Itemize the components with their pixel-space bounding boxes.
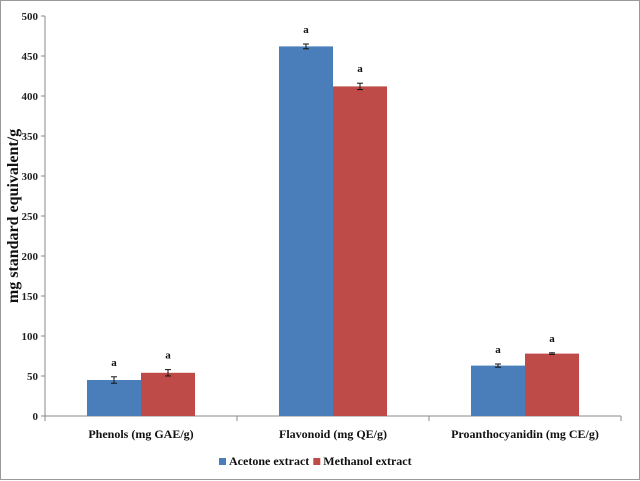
significance-label: a xyxy=(495,344,501,356)
y-axis-label: mg standard equivalent/g xyxy=(5,129,22,303)
y-axis: 0 50 100 150 200 250 300 350 400 450 500 xyxy=(22,11,46,423)
y-tick-label: 0 xyxy=(33,411,39,423)
x-axis: Phenols (mg GAE/g) Flavonoid (mg QE/g) Pro… xyxy=(44,415,622,441)
x-tick-label: Phenols (mg GAE/g) xyxy=(88,427,193,441)
legend-swatch xyxy=(219,458,226,465)
significance-label: a xyxy=(111,357,117,369)
x-tick-label: Proanthocyanidin (mg CE/g) xyxy=(451,427,599,441)
error-bar xyxy=(549,352,555,355)
bar-methanol-0 xyxy=(141,372,195,416)
bar-acetone-1 xyxy=(279,46,333,417)
y-tick-label: 400 xyxy=(22,91,39,103)
legend: Acetone extract Methanol extract xyxy=(219,454,412,468)
significance-label: a xyxy=(165,350,171,362)
y-tick-label: 350 xyxy=(22,131,39,143)
bar-methanol-1 xyxy=(333,86,387,417)
legend-item-acetone: Acetone extract xyxy=(219,454,309,468)
legend-label: Acetone extract xyxy=(229,454,309,468)
error-bar xyxy=(495,363,501,368)
x-tick-label: Flavonoid (mg QE/g) xyxy=(279,427,387,441)
bar-acetone-2 xyxy=(471,365,525,416)
bar-methanol-2 xyxy=(525,353,579,416)
bars: a a a a a a xyxy=(87,24,579,417)
y-tick-label: 100 xyxy=(22,331,39,343)
y-tick-label: 300 xyxy=(22,171,39,183)
y-tick-label: 50 xyxy=(27,371,39,383)
y-tick-label: 200 xyxy=(22,251,39,263)
significance-label: a xyxy=(357,63,363,75)
legend-swatch xyxy=(313,458,321,465)
error-bar xyxy=(111,376,117,384)
error-bar xyxy=(357,82,363,91)
y-tick-label: 500 xyxy=(22,11,39,23)
y-tick-label: 250 xyxy=(22,211,39,223)
legend-item-methanol: Methanol extract xyxy=(313,454,412,468)
legend-label: Methanol extract xyxy=(323,454,411,468)
error-bar xyxy=(303,43,309,50)
error-bar xyxy=(165,369,171,377)
y-tick-label: 450 xyxy=(22,51,39,63)
bar-acetone-0 xyxy=(87,380,141,416)
significance-label: a xyxy=(549,333,555,345)
significance-label: a xyxy=(303,24,309,36)
y-tick-label: 150 xyxy=(22,291,39,303)
